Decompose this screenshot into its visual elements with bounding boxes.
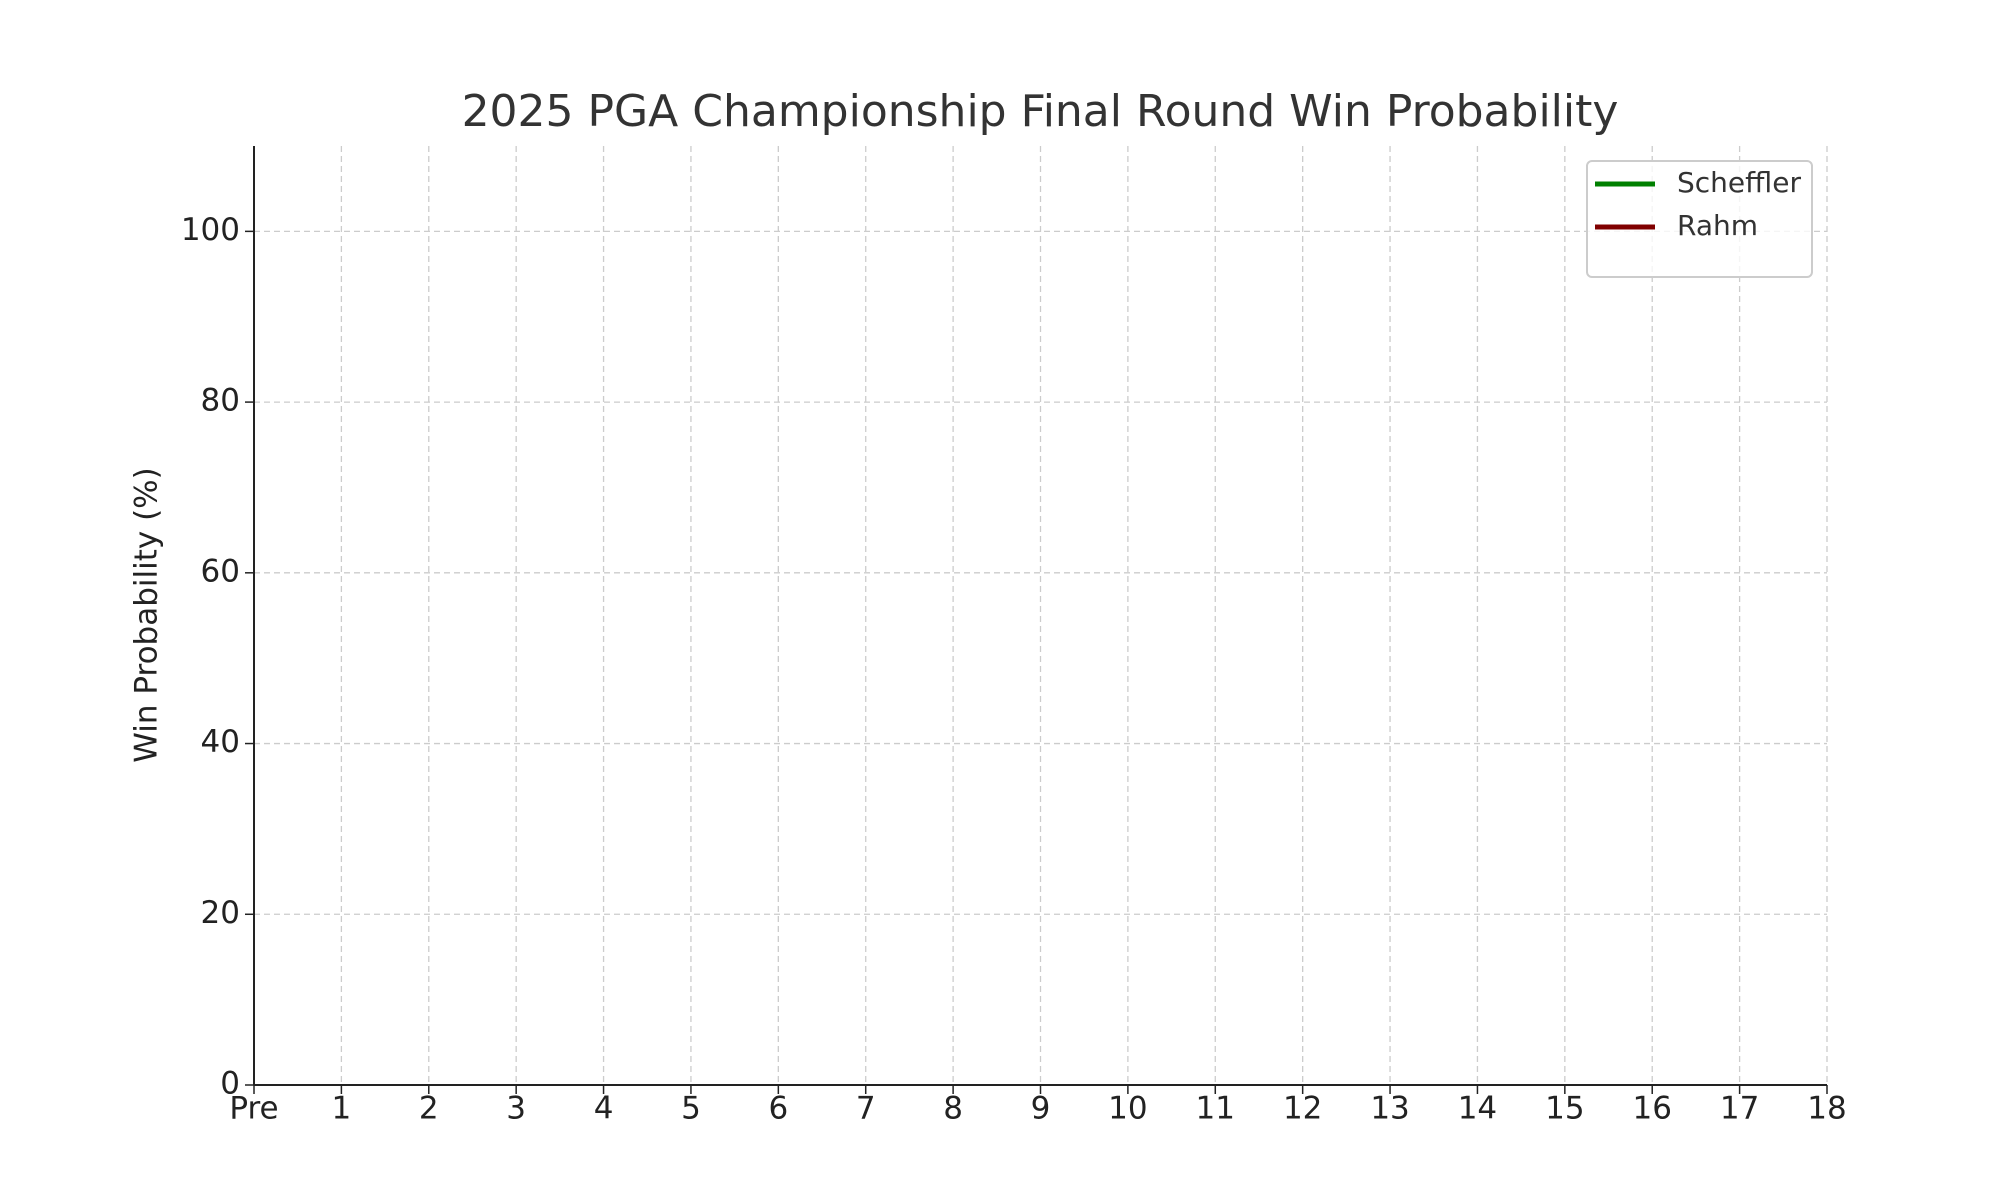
y-tick-label: 80	[201, 383, 240, 419]
x-tick-label: 9	[1031, 1091, 1051, 1127]
x-tick-label: 1	[332, 1091, 352, 1127]
x-tick-label: 6	[768, 1091, 788, 1127]
x-tick-label: 13	[1370, 1091, 1409, 1127]
y-tick-label: 100	[181, 212, 240, 248]
y-tick-label: 60	[201, 553, 240, 589]
y-axis-label: Win Probability (%)	[129, 467, 165, 762]
legend-box	[1586, 160, 1813, 278]
x-tick-label: 18	[1807, 1091, 1846, 1127]
x-tick-label: 7	[856, 1091, 876, 1127]
x-tick-label: 15	[1545, 1091, 1584, 1127]
x-tick-label: 3	[506, 1091, 526, 1127]
x-tick-label: 16	[1632, 1091, 1671, 1127]
x-tick-label: 8	[943, 1091, 963, 1127]
x-tick-label: 2	[419, 1091, 439, 1127]
x-tick-label: 11	[1196, 1091, 1235, 1127]
x-tick-label: 14	[1458, 1091, 1497, 1127]
x-tick-label: 17	[1720, 1091, 1759, 1127]
y-tick-label: 20	[201, 895, 240, 931]
chart-title: 2025 PGA Championship Final Round Win Pr…	[462, 86, 1619, 137]
x-tick-label: Pre	[229, 1091, 278, 1127]
x-tick-label: 10	[1108, 1091, 1147, 1127]
legend-label: Scheffler	[1677, 166, 1801, 199]
x-tick-label: 12	[1283, 1091, 1322, 1127]
y-tick-label: 0	[220, 1066, 240, 1102]
x-tick-label: 4	[594, 1091, 614, 1127]
x-tick-label: 5	[681, 1091, 701, 1127]
legend-label: Rahm	[1677, 209, 1758, 242]
y-tick-label: 40	[201, 724, 240, 760]
